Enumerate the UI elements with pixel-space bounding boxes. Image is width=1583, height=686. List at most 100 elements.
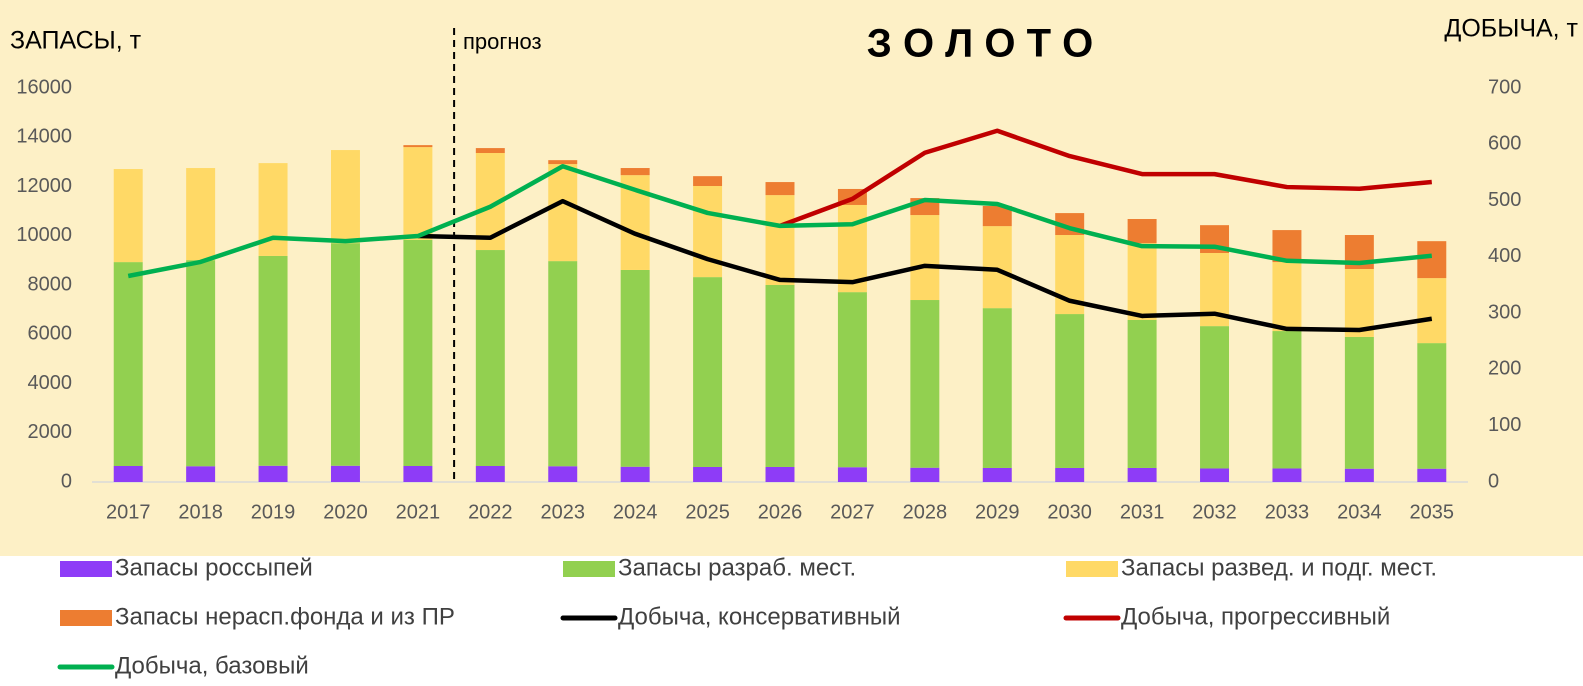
legend-swatch [563,561,615,577]
bar-segment [548,261,578,467]
bar-segment [113,262,143,466]
y2-axis-label: ДОБЫЧА, т [1444,15,1578,43]
legend-swatch [1066,561,1118,577]
y2-tick-label: 500 [1488,189,1521,211]
bar-segment [330,150,360,244]
x-tick-label: 2026 [758,501,803,523]
bar-segment [837,292,867,468]
y-axis-label: ЗАПАСЫ, т [10,27,142,55]
x-tick-label: 2025 [685,501,730,523]
bar-segment [330,465,360,482]
bar-segment [1055,314,1085,468]
y-tick-label: 6000 [28,323,73,345]
bar-segment [1272,468,1302,482]
x-tick-label: 2020 [323,501,368,523]
bar-segment [475,250,505,466]
x-tick-label: 2018 [178,501,223,523]
legend-label: Добыча, консервативный [618,603,900,630]
y-tick-label: 8000 [28,273,73,295]
bar-segment [765,466,795,482]
bar-segment [258,255,288,466]
bar-segment [1127,467,1157,482]
legend-label: Запасы развед. и подг. мест. [1121,554,1437,581]
bar-segment [1127,243,1157,320]
bar-segment [1417,343,1447,469]
y-tick-label: 0 [61,470,72,492]
line-series [779,128,1432,229]
bar-segment [982,308,1012,468]
y-tick-label: 2000 [28,421,73,443]
bar-segment [186,466,216,482]
bar-segment [620,466,650,482]
bar-segment [1344,468,1374,482]
bar-segment [403,239,433,466]
bar-segment [693,466,723,482]
x-tick-label: 2030 [1047,501,1092,523]
bar-segment [910,300,940,468]
y-tick-label: 4000 [28,372,73,394]
bar-segment [475,465,505,482]
bar-segment [1344,268,1374,337]
bar-segment [548,160,578,165]
y-tick-label: 10000 [16,224,72,246]
forecast-label: прогноз [463,29,542,54]
y-tick-label: 16000 [16,76,72,98]
bar-segment [765,195,795,285]
bar-segment [620,168,650,176]
x-tick-label: 2028 [903,501,948,523]
bar-segment [1200,326,1230,469]
bar-segment [330,243,360,466]
y-tick-label: 12000 [16,175,72,197]
x-tick-label: 2022 [468,501,513,523]
legend-label: Добыча, прогрессивный [1121,603,1390,630]
bar-segment [765,285,795,467]
bar-segment [1055,467,1085,482]
y-tick-label: 14000 [16,126,72,148]
bar-segment [693,277,723,467]
y2-tick-label: 300 [1488,301,1521,323]
bar-segment [258,465,288,482]
legend-label: Запасы разраб. мест. [618,554,856,581]
x-tick-label: 2024 [613,501,658,523]
legend-swatch [60,610,112,626]
bar-segment [475,148,505,154]
x-tick-label: 2032 [1192,501,1237,523]
x-tick-label: 2035 [1410,501,1455,523]
bar-segment [1344,336,1374,469]
legend-label: Запасы нерасп.фонда и из ПР [115,603,455,630]
x-tick-label: 2034 [1337,501,1382,523]
bar-segment [113,465,143,482]
bar-segment [1200,468,1230,482]
bar-segment [403,147,433,240]
bar-segment [1417,278,1447,344]
line-series [417,198,1433,333]
y2-tick-label: 700 [1488,76,1521,98]
bar-segment [403,465,433,482]
bar-segment [1127,219,1157,244]
bar-segment [1272,262,1302,332]
bar-segment [548,164,578,262]
bar-segment [982,205,1012,227]
y2-tick-label: 600 [1488,133,1521,155]
y2-tick-label: 0 [1488,470,1499,492]
x-tick-label: 2021 [396,501,441,523]
bar-segment [1127,319,1157,468]
y2-tick-label: 100 [1488,414,1521,436]
bar-segment [620,269,650,467]
bar-segment [548,466,578,482]
x-tick-label: 2019 [251,501,296,523]
legend-swatch [60,561,112,577]
x-tick-label: 2029 [975,501,1020,523]
bar-segment [910,215,940,301]
x-tick-label: 2017 [106,501,151,523]
bar-segment [765,182,795,196]
x-tick-label: 2023 [540,501,585,523]
bar-segment [186,260,216,467]
bar-segment [186,168,216,261]
x-tick-label: 2031 [1120,501,1165,523]
bar-segment [982,467,1012,482]
legend-label: Запасы россыпей [115,554,313,581]
legend-label: Добыча, базовый [115,652,309,679]
chart-title: З О Л О Т О [867,22,1093,66]
